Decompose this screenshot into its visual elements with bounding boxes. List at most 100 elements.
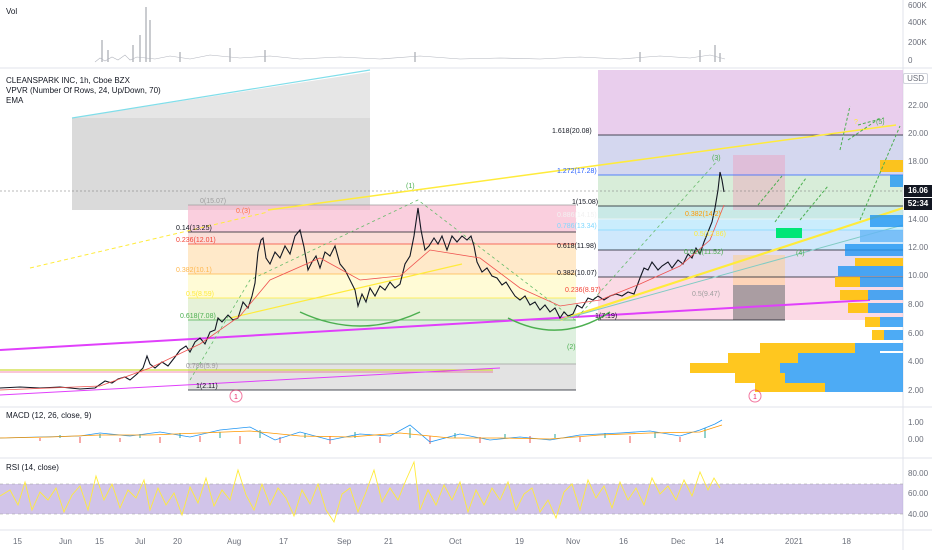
fib-right-label: 1.618(20.08): [552, 128, 592, 135]
svg-text:0.00: 0.00: [908, 435, 924, 444]
fib-right-label: 0.618(11.98): [557, 243, 596, 250]
price-axis-label: 6.00: [908, 329, 924, 338]
price-axis-label: 10.00: [908, 271, 929, 280]
question-label: ?: [854, 119, 858, 126]
macd-line: [0, 419, 723, 443]
rsi-line: [0, 460, 721, 524]
fib-left-label: 0.236(12.01): [176, 237, 216, 244]
main-legend: CLEANSPARK INC, 1h, Cboe BZX VPVR (Numbe…: [6, 76, 161, 106]
fib-right-label: 1(15.08): [572, 199, 598, 206]
ema-line: [0, 204, 725, 391]
wave-4-label: (4): [796, 250, 805, 257]
svg-text:0: 0: [908, 56, 913, 65]
yellow-channel-dashed: [29, 211, 269, 269]
indicator-ema-label[interactable]: EMA: [6, 96, 24, 105]
wave-3-label: (3): [712, 155, 721, 162]
time-axis-label: 18: [842, 537, 851, 546]
time-axis-label: Oct: [449, 537, 462, 546]
wave-label-box: 0.(3): [236, 208, 250, 215]
fib-right-label: 0.786(13.34): [557, 223, 597, 230]
time-axis-label: 2021: [785, 537, 803, 546]
teal-line: [559, 224, 904, 321]
circle-marker: [748, 389, 762, 403]
wave-5-label: (5): [876, 119, 885, 126]
gray-zone: [72, 118, 370, 210]
rsi-legend[interactable]: RSI (14, close): [6, 463, 59, 472]
wave-2-label: (2): [567, 344, 576, 351]
fib-left-lines: [188, 204, 576, 391]
yellow-channel-upper: [267, 124, 897, 211]
fib-right-lines: [598, 134, 903, 321]
time-axis-label: 15: [13, 537, 22, 546]
indicator-vpvr-label[interactable]: VPVR (Number Of Rows, 24, Up/Down, 70): [6, 86, 161, 95]
time-axis-label: 17: [279, 537, 288, 546]
symbol-title[interactable]: CLEANSPARK INC, 1h, Cboe BZX: [6, 76, 130, 85]
price-axis-label: 12.00: [908, 243, 929, 252]
inner-fib-label: 0.5(9.47): [692, 291, 720, 298]
inner-fib-labels: 0.382(14.2) 0.5(12.86) 0.618(11.52) 0.236(8…: [565, 211, 726, 298]
time-axis-label: 15: [95, 537, 104, 546]
macd-signal-line: [0, 424, 723, 440]
target-box: [776, 228, 802, 238]
time-axis-label: Dec: [671, 537, 685, 546]
fib-left-label: 0.14(13.25): [176, 225, 212, 232]
svg-text:60.00: 60.00: [908, 489, 929, 498]
fib-left-bands: [188, 205, 576, 390]
fib-right-labels: 1.618(20.08) 1.272(17.28) 1(15.08) 0.886(14…: [552, 128, 617, 320]
fib-left-labels: 0(15.07) 0.14(13.25) 0.236(12.01) 0.382(10.…: [176, 198, 226, 390]
time-axis-label: Sep: [337, 537, 352, 546]
channel-top-line: [71, 69, 371, 119]
time-axis-label: Aug: [227, 537, 241, 546]
svg-text:80.00: 80.00: [908, 469, 929, 478]
time-axis-label: 21: [384, 537, 393, 546]
yellow-channel-lower: [229, 263, 463, 319]
price-axis-label: 20.00: [908, 129, 929, 138]
price-axis-label: 18.00: [908, 157, 929, 166]
fib-left-label: 1(2.11): [196, 383, 218, 390]
circle-marker: [229, 389, 243, 403]
volume-bars: [101, 7, 721, 62]
svg-text:600K: 600K: [908, 1, 927, 10]
currency-label[interactable]: USD: [903, 73, 928, 84]
fib-right-label: 1(7.19): [595, 313, 617, 320]
fib-left-label: 0.382(10.1): [176, 267, 212, 274]
svg-text:200K: 200K: [908, 38, 927, 47]
inner-fib-label: 0.382(14.2): [685, 211, 721, 218]
time-axis-label: 19: [515, 537, 524, 546]
price-axis-label: 8.00: [908, 300, 924, 309]
green-arc-right: [507, 311, 611, 331]
rsi-axis: 80.00 60.00 40.00: [908, 469, 929, 519]
time-axis-label: Jul: [135, 537, 145, 546]
green-arc-left: [299, 311, 421, 327]
svg-text:400K: 400K: [908, 18, 927, 27]
fib-left-label: 0(15.07): [200, 198, 226, 205]
yellow-support-rising: [559, 206, 904, 322]
volume-axis: 600K 400K 200K 0: [908, 1, 927, 65]
inner-fib-label: 0.236(8.97): [565, 287, 601, 294]
price-axis[interactable]: 22.0020.0018.0016.0014.0012.0010.008.006…: [908, 101, 929, 395]
fib-left-label: 0.5(8.59): [186, 291, 214, 298]
inner-fib-label: 0.618(11.52): [684, 249, 723, 256]
magenta-trendline: [0, 299, 871, 351]
volume-legend[interactable]: Vol: [6, 7, 18, 16]
fib-left-label: 0.786(5.9): [186, 363, 218, 370]
circle-label: 1: [753, 394, 757, 401]
macd-legend[interactable]: MACD (12, 26, close, 9): [6, 411, 92, 420]
price-axis-label: 14.00: [908, 215, 929, 224]
green-wave-path: [189, 159, 719, 381]
fib-right-label: 0.382(10.07): [557, 270, 597, 277]
svg-text:40.00: 40.00: [908, 510, 929, 519]
macd-histogram: [39, 428, 706, 444]
volume-profile: [690, 160, 903, 392]
fib-left-label: 0.618(7.08): [180, 313, 216, 320]
price-axis-label: 22.00: [908, 101, 929, 110]
time-axis-label: 16: [619, 537, 628, 546]
price-axis-label: 4.00: [908, 357, 924, 366]
svg-text:1.00: 1.00: [908, 418, 924, 427]
time-axis-label: 14: [715, 537, 724, 546]
magenta-trendline-lower: [0, 367, 501, 396]
inner-fib-label: 0.5(12.86): [694, 231, 726, 238]
time-axis[interactable]: 15 Jun 15 Jul 20 Aug 17 Sep 21 Oct 19 Nov 16 Dec 14 202…: [13, 537, 851, 546]
last-price-tag: 16.06: [904, 185, 932, 197]
